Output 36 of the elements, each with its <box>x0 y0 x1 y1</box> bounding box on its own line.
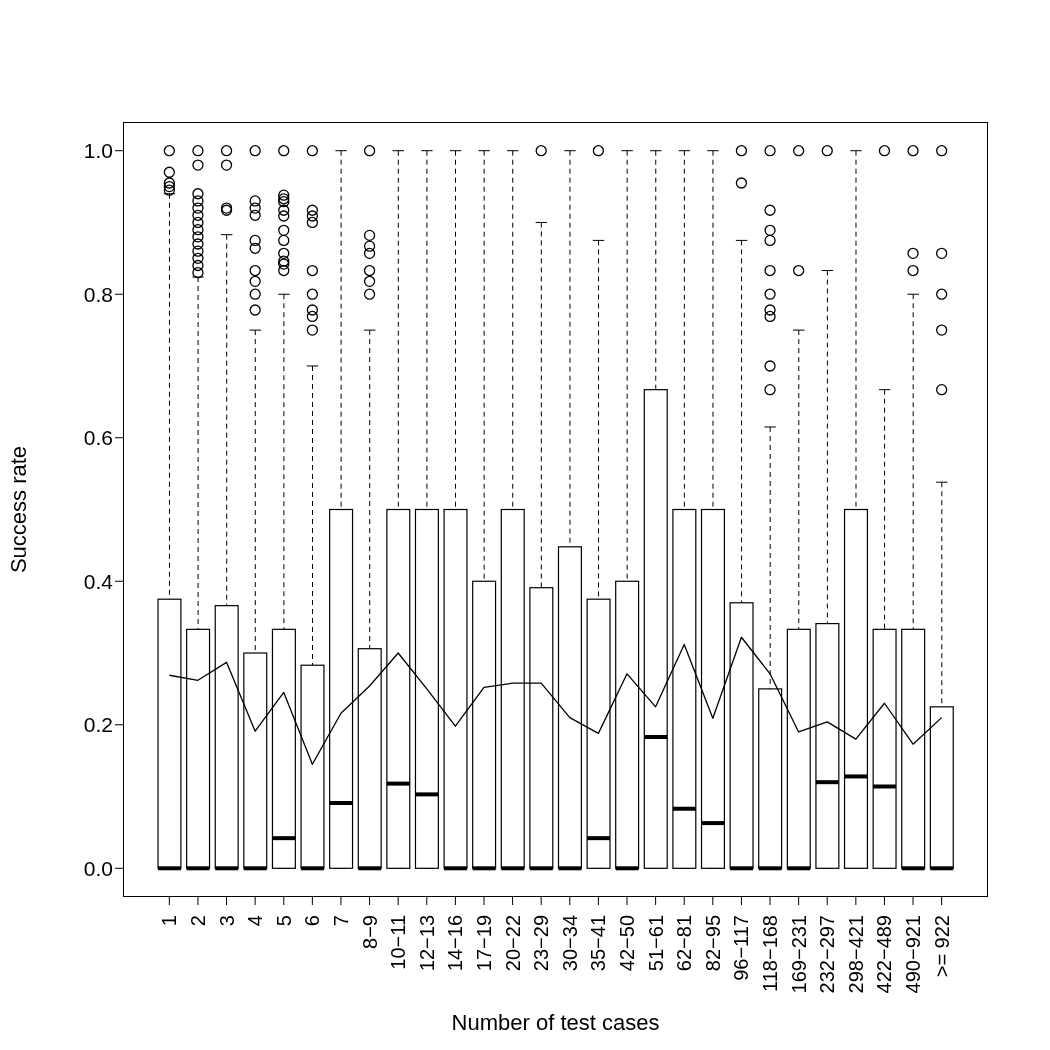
x-tick-label: 17−19 <box>472 915 495 972</box>
y-tick-label: 0.0 <box>83 856 113 880</box>
y-tick-label: 0.2 <box>83 713 113 737</box>
x-tick-label: 62−81 <box>673 915 696 972</box>
y-tick-label: 0.8 <box>83 282 113 306</box>
x-tick-label: 7 <box>329 915 352 927</box>
x-tick-label: 10−11 <box>387 915 410 970</box>
x-tick-label: 5 <box>272 915 295 927</box>
y-tick-label: 0.6 <box>83 426 113 450</box>
x-tick-label: 20−22 <box>501 915 524 972</box>
x-tick-label: 169−231 <box>787 915 810 994</box>
x-tick-label: 14−16 <box>444 915 467 972</box>
x-tick-label: 6 <box>301 915 324 927</box>
x-tick-label: 232−297 <box>816 915 839 994</box>
y-tick-label: 1.0 <box>83 139 113 163</box>
x-tick-label: 118−168 <box>759 915 782 992</box>
x-tick-label: 490−921 <box>902 915 925 994</box>
x-tick-label: 2 <box>186 915 209 927</box>
x-axis-title: Number of test cases <box>451 1010 660 1035</box>
x-tick-label: 35−41 <box>587 915 610 972</box>
x-tick-label: >= 922 <box>930 915 953 978</box>
x-tick-label: 30−34 <box>558 915 581 972</box>
y-axis-title: Success rate <box>5 445 31 574</box>
x-tick-label: 23−29 <box>530 915 553 972</box>
x-tick-label: 12−13 <box>415 915 438 972</box>
x-tick-label: 3 <box>215 915 238 927</box>
x-tick-label: 422−489 <box>873 915 896 994</box>
x-tick-label: 96−117 <box>730 915 753 981</box>
x-tick-label: 51−61 <box>644 915 667 972</box>
y-tick-label: 0.4 <box>83 569 114 593</box>
x-tick-label: 82−95 <box>701 915 724 972</box>
x-tick-label: 1 <box>158 915 181 927</box>
x-tick-label: 4 <box>244 915 267 927</box>
x-tick-label: 42−50 <box>616 915 639 972</box>
x-tick-label: 298−421 <box>844 915 867 994</box>
x-tick-label: 8−9 <box>358 915 381 949</box>
